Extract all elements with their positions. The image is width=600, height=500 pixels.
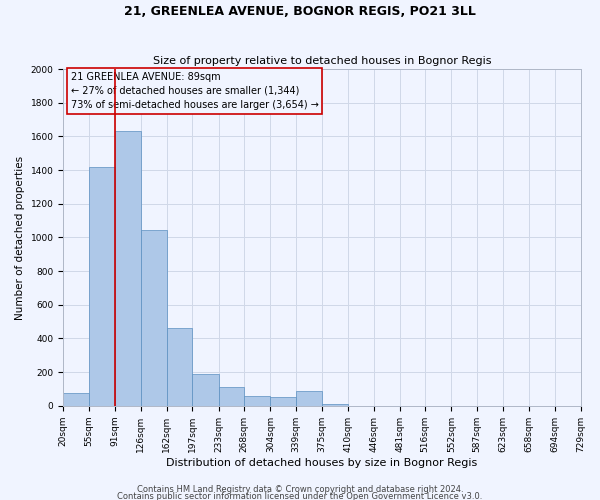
Text: Contains HM Land Registry data © Crown copyright and database right 2024.: Contains HM Land Registry data © Crown c… [137, 486, 463, 494]
Bar [167, 328, 193, 406]
Bar [193, 374, 218, 406]
Bar [115, 132, 140, 406]
Bar [322, 404, 348, 406]
Bar [296, 390, 322, 406]
Text: Contains public sector information licensed under the Open Government Licence v3: Contains public sector information licen… [118, 492, 482, 500]
Bar [89, 166, 115, 406]
Title: Size of property relative to detached houses in Bognor Regis: Size of property relative to detached ho… [152, 56, 491, 66]
X-axis label: Distribution of detached houses by size in Bognor Regis: Distribution of detached houses by size … [166, 458, 478, 468]
Text: 21 GREENLEA AVENUE: 89sqm
← 27% of detached houses are smaller (1,344)
73% of se: 21 GREENLEA AVENUE: 89sqm ← 27% of detac… [71, 72, 319, 110]
Y-axis label: Number of detached properties: Number of detached properties [15, 156, 25, 320]
Bar [218, 388, 244, 406]
Bar [271, 398, 296, 406]
Text: 21, GREENLEA AVENUE, BOGNOR REGIS, PO21 3LL: 21, GREENLEA AVENUE, BOGNOR REGIS, PO21 … [124, 5, 476, 18]
Bar [140, 230, 167, 406]
Bar [63, 393, 89, 406]
Bar [244, 396, 271, 406]
